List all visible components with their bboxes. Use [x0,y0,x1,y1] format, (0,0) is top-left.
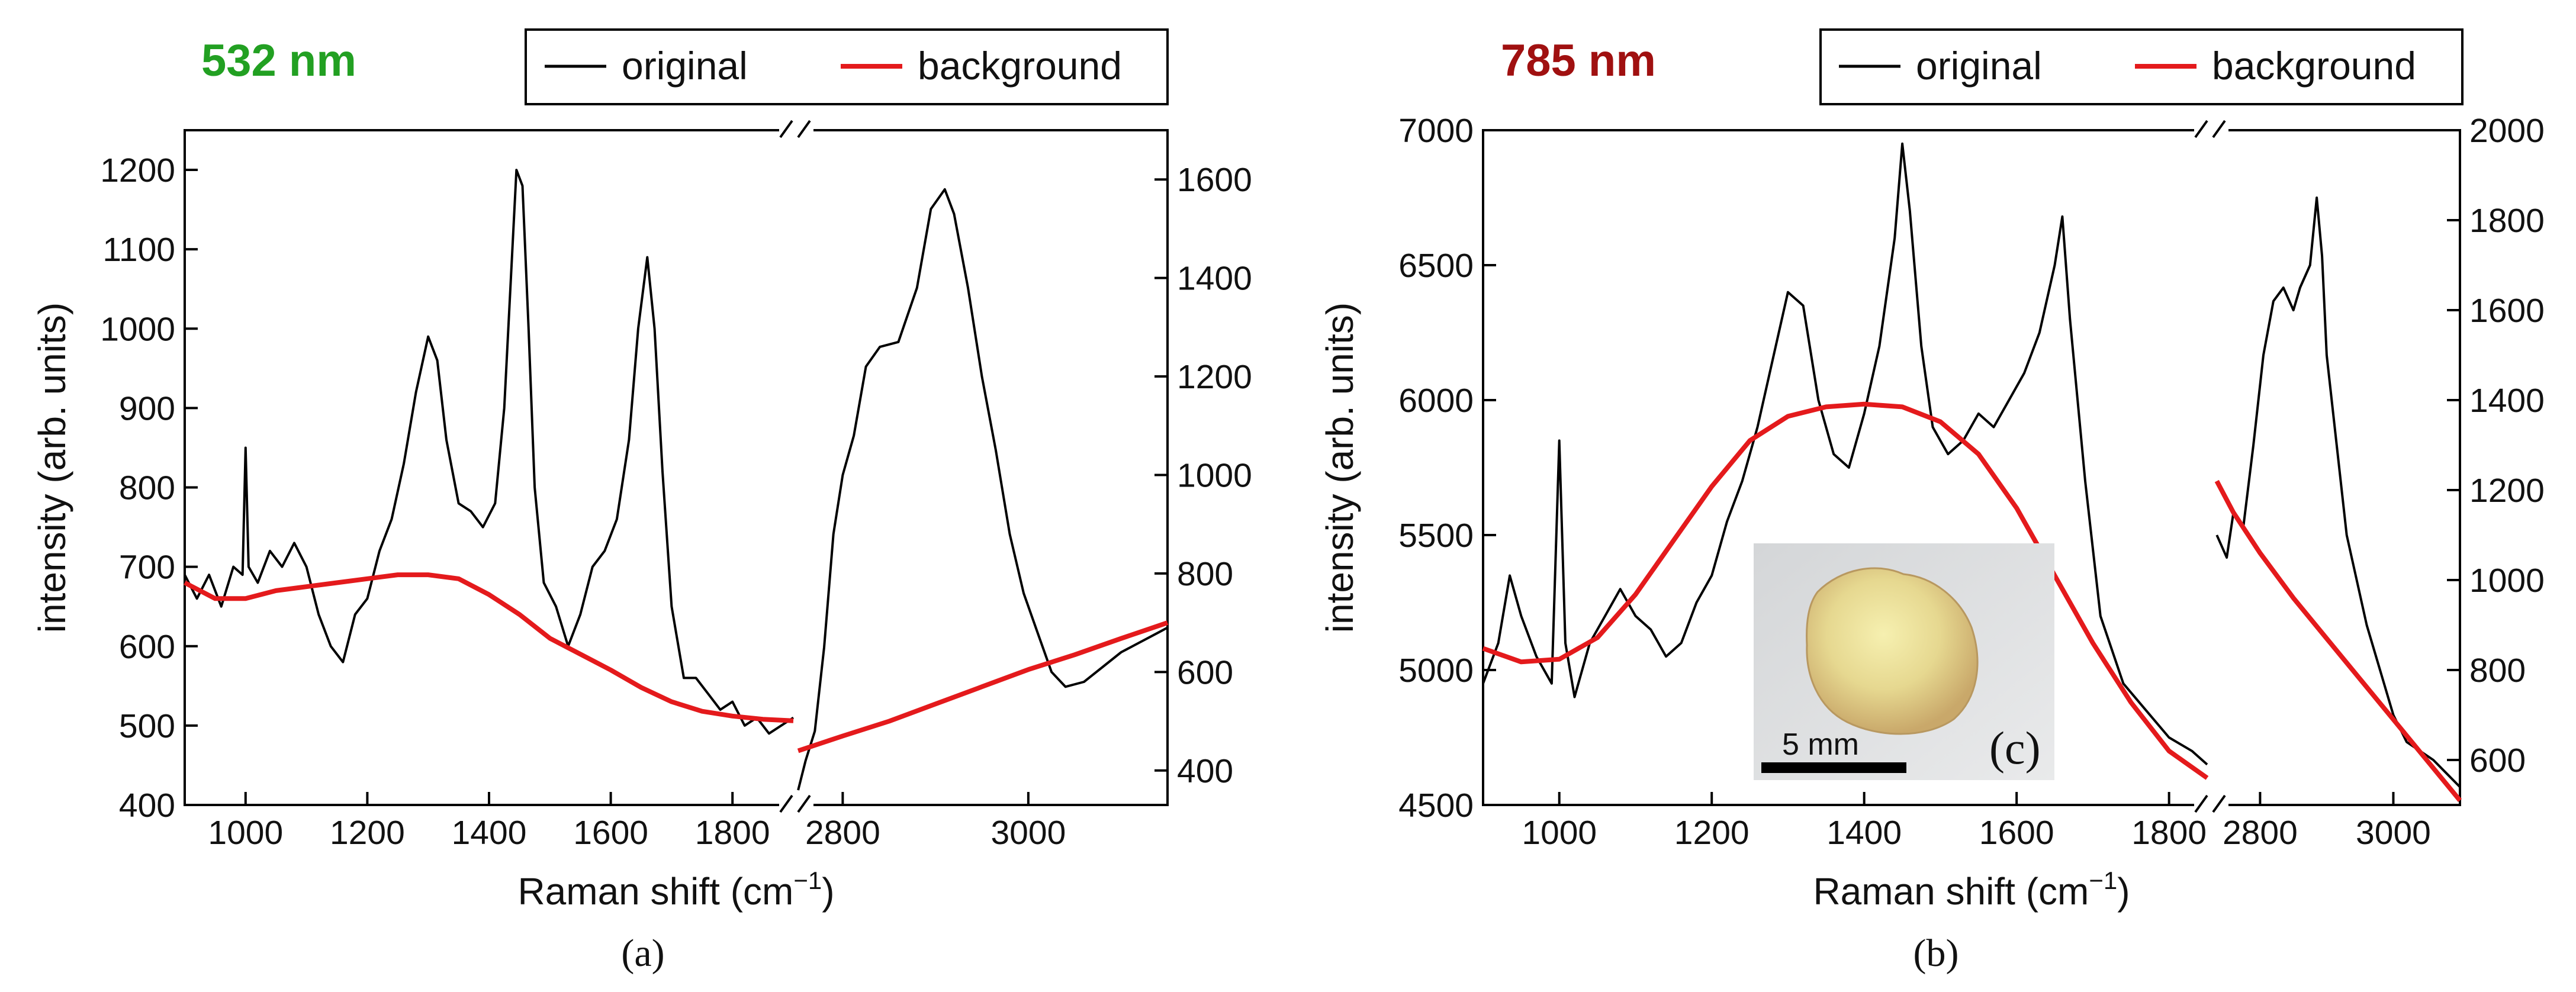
x-tick-label: 2800 [805,814,880,852]
y-tick-label-right: 1000 [2469,562,2545,600]
inset-panel-label: (c) [1989,722,2041,774]
y-tick-label: 500 [119,707,175,745]
y-tick-label-right: 1800 [2469,202,2545,240]
y-tick-label: 900 [119,389,175,427]
y-tick-label-right: 1400 [1177,260,1252,298]
x-tick-label: 1200 [330,814,405,852]
y-tick-label: 600 [119,628,175,666]
series-lines-a [184,169,1169,791]
y-tick-label: 1000 [100,310,175,348]
y-tick-label-right: 1600 [2469,292,2545,330]
series-original-left [1482,142,2208,766]
legend-label-original-b: original [1916,44,2042,88]
scale-bar [1761,762,1906,773]
x-tick-label: 1400 [452,814,527,852]
x-tick-label: 1800 [2131,814,2207,852]
x-axis-label-main-a: Raman shift (cm [517,870,793,913]
y-tick-label-right: 2000 [2469,112,2545,150]
y-tick-label: 6500 [1398,247,1474,285]
axis-break-bottom-a [779,794,813,813]
x-tick-label: 1000 [208,814,283,852]
x-tick-label: 2800 [2223,814,2298,852]
x-tick-label: 1000 [1522,814,1597,852]
x-tick-label: 3000 [2356,814,2431,852]
laser-label-a: 532 nm [201,36,356,86]
x-tick-label: 1600 [573,814,648,852]
series-lines-b [1482,142,2462,802]
x-axis-label-a: Raman shift (cm−1) [517,867,834,913]
plot-frame-a [184,129,1169,806]
series-original-right [2215,197,2461,788]
legend-label-background-b: background [2212,44,2416,88]
y-tick-label: 5500 [1398,517,1474,555]
y-tick-label-right: 1200 [1177,358,1252,396]
x-axis-label-close-b: ) [2117,870,2130,913]
y-tick-label-right: 1000 [1177,456,1252,494]
y-tick-label-right: 600 [2469,742,2526,780]
y-tick-label-right: 1600 [1177,161,1252,199]
x-axis-label-b: Raman shift (cm−1) [1813,867,2130,913]
y-tick-label: 4500 [1398,787,1474,824]
panel-a: 532 nm original background 1000 1200 1400 1… [31,28,1252,975]
panel-caption-b: (b) [1913,932,1959,975]
y-tick-label: 5000 [1398,652,1474,690]
y-tick-label: 400 [119,787,175,824]
y-axis-label-a: intensity (arb. units) [31,302,73,633]
y-tick-label-right: 400 [1177,752,1233,790]
y-tick-label: 6000 [1398,382,1474,420]
x-axis-label-main-b: Raman shift (cm [1813,870,2089,913]
y-tick-label-right: 1400 [2469,382,2545,420]
y-axis-label-b: intensity (arb. units) [1318,302,1361,633]
x-tick-label: 1400 [1826,814,1902,852]
legend-label-original-a: original [622,44,748,88]
scale-bar-label: 5 mm [1782,727,1859,762]
y-ticks-right-a: 400 600 800 1000 1200 1400 1600 [1154,161,1252,790]
y-ticks-left-a: 400 500 600 700 800 900 1000 1100 1200 [100,152,198,824]
plot-frame-b [1482,129,2461,806]
x-tick-label: 1200 [1674,814,1750,852]
legend-b: original background [1819,28,2464,105]
y-tick-label: 1200 [100,152,175,189]
series-background-right [2214,479,2462,802]
y-tick-label: 7000 [1398,112,1474,150]
panel-b: 785 nm original background 1000 1200 1400 1… [1318,28,2545,975]
x-axis-label-sup-b: −1 [2089,867,2117,894]
axis-break-top-b [2194,120,2228,139]
x-tick-label: 1600 [1979,814,2054,852]
panel-caption-a: (a) [621,932,664,975]
x-axis-label-close-a: ) [822,870,834,913]
y-ticks-right-b: 600 800 1000 1200 1400 1600 1800 2000 [2447,112,2545,780]
y-tick-label-right: 800 [1177,555,1233,593]
y-tick-label-right: 600 [1177,653,1233,691]
y-tick-label-right: 1200 [2469,472,2545,510]
x-tick-label: 1800 [695,814,770,852]
laser-label-b: 785 nm [1501,36,1656,86]
y-tick-label: 800 [119,469,175,507]
x-ticks-left-b: 1000 1200 1400 1600 1800 [1522,792,2207,852]
y-tick-label: 700 [119,549,175,587]
axis-break-bottom-b [2194,794,2228,813]
x-tick-label: 3000 [990,814,1066,852]
inset-photo: 5 mm (c) [1754,543,2054,780]
y-tick-label-right: 800 [2469,652,2526,690]
series-background-left [184,572,794,723]
x-axis-label-sup-a: −1 [793,867,822,894]
series-background-left [1482,401,2209,780]
x-ticks-right-a: 2800 3000 [805,792,1066,852]
series-original-left [184,169,795,735]
legend-a: original background [525,28,1169,105]
x-ticks-right-b: 2800 3000 [2223,792,2431,852]
crystal-sample [1806,567,1979,735]
x-ticks-left-a: 1000 1200 1400 1600 1800 [208,792,770,852]
axis-break-top-a [779,120,813,139]
series-original-right [797,188,1168,791]
y-tick-label: 1100 [102,231,175,269]
y-ticks-left-b: 4500 5000 5500 6000 6500 7000 [1398,112,1496,824]
legend-label-background-a: background [918,44,1122,88]
series-background-right [797,620,1169,753]
